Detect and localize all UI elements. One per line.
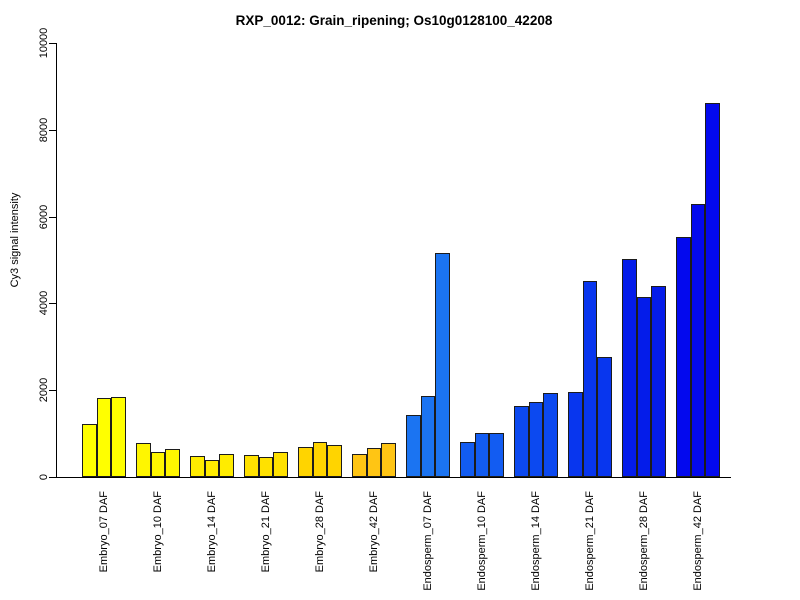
bar: [690, 204, 706, 477]
y-tick-label: 6000: [38, 204, 50, 229]
x-group-label: Endosperm_42 DAF: [691, 491, 704, 591]
bar: [568, 392, 583, 477]
y-tick-mark: [49, 216, 56, 218]
bar: [705, 103, 720, 477]
bar: [366, 448, 382, 477]
bar: [381, 443, 396, 477]
bar: [190, 455, 205, 477]
bar: [204, 460, 220, 477]
y-tick-mark: [49, 129, 56, 131]
y-tick-mark: [49, 303, 56, 305]
y-tick-mark: [49, 477, 56, 478]
y-tick-label: 2000: [38, 377, 50, 403]
bar: [622, 258, 637, 477]
y-tick-mark: [49, 43, 56, 44]
bar: [273, 452, 288, 477]
y-tick-mark: [49, 390, 56, 392]
chart-title: RXP_0012: Grain_ripening; Os10g0128100_4…: [235, 13, 553, 28]
bar: [597, 357, 612, 477]
bar: [219, 453, 234, 477]
bar: [165, 449, 180, 477]
bar: [352, 453, 367, 477]
bar: [489, 433, 504, 477]
x-group-label: Embryo_28 DAF: [313, 491, 326, 573]
x-group-label: Endosperm_14 DAF: [529, 491, 542, 591]
bar: [96, 398, 112, 477]
bar: [111, 396, 126, 477]
bar: [136, 442, 151, 477]
y-axis-line: [56, 43, 57, 478]
bar: [651, 286, 666, 477]
y-tick-label: 8000: [38, 117, 50, 143]
bar: [582, 280, 598, 477]
y-tick-label: 4000: [38, 291, 50, 316]
x-group-label: Embryo_14 DAF: [205, 491, 218, 573]
x-group-label: Embryo_07 DAF: [97, 491, 110, 573]
x-group-label: Endosperm_28 DAF: [637, 491, 650, 591]
bar: [435, 253, 450, 477]
bar: [676, 237, 691, 477]
bar: [420, 396, 436, 477]
x-group-label: Embryo_10 DAF: [151, 491, 164, 573]
bar: [514, 406, 529, 477]
x-group-label: Endosperm_21 DAF: [583, 491, 596, 591]
bar: [150, 452, 166, 477]
x-group-label: Embryo_21 DAF: [259, 491, 272, 573]
bar: [636, 297, 652, 477]
x-group-label: Endosperm_10 DAF: [475, 491, 488, 591]
bar: [406, 414, 421, 477]
x-group-label: Endosperm_07 DAF: [421, 491, 434, 591]
y-axis-title: Cy3 signal intensity: [9, 192, 21, 288]
bar: [258, 457, 274, 477]
y-tick-label: 0: [38, 473, 50, 481]
y-tick-label: 10000: [38, 27, 50, 59]
bar: [474, 433, 490, 477]
bar: [298, 447, 313, 477]
bar: [528, 401, 544, 477]
x-axis-line: [57, 477, 731, 478]
bar: [244, 455, 259, 477]
x-group-label: Embryo_42 DAF: [367, 491, 380, 573]
bar: [327, 444, 342, 477]
bar: [543, 393, 558, 477]
bar: [82, 424, 97, 477]
bar: [460, 442, 475, 477]
bar: [312, 442, 328, 477]
